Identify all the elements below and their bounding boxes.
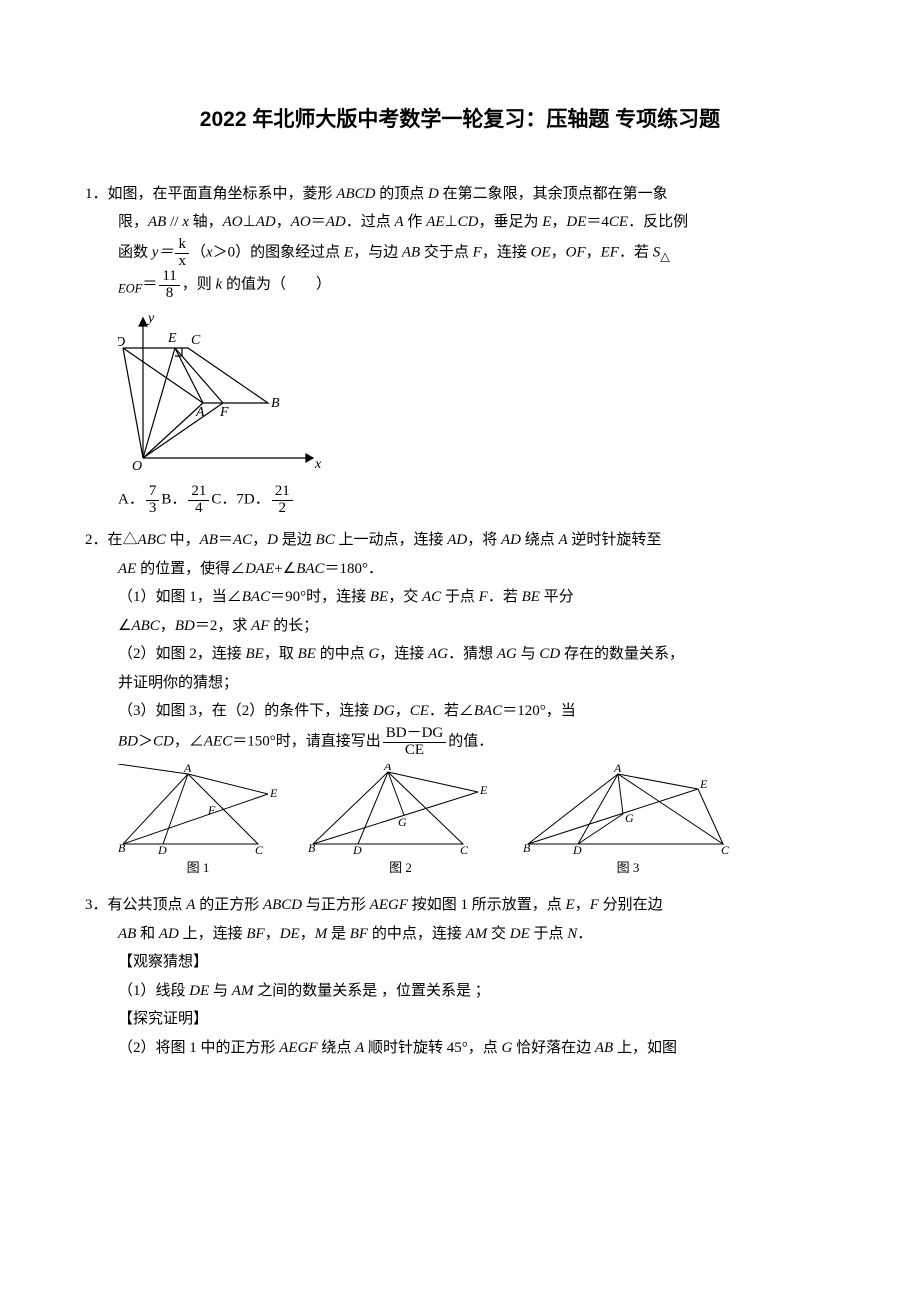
label-a: A <box>195 405 205 420</box>
svg-text:C: C <box>255 843 264 854</box>
p3-sub2: （2）将图 1 中的正方形 AEGF 绕点 A 顺时针旋转 45°，点 G 恰好… <box>85 1034 835 1063</box>
p2-sub1b: ∠ABC，BD＝2，求 AF 的长； <box>85 612 835 641</box>
svg-text:B: B <box>523 841 531 854</box>
p3-h2: 【探究证明】 <box>85 1005 835 1034</box>
svg-text:A: A <box>183 764 192 775</box>
label-c: C <box>191 333 201 348</box>
svg-text:D: D <box>352 843 362 854</box>
svg-text:E: E <box>269 786 278 800</box>
svg-text:A: A <box>613 764 622 775</box>
p1-figure: O D E C A F B x y <box>85 308 835 478</box>
p3-h1: 【观察猜想】 <box>85 948 835 977</box>
p1-choices: A．73B．214C．7D．212 <box>85 484 835 517</box>
p2-cap3: 图 3 <box>523 856 733 881</box>
p2-cap2: 图 2 <box>308 856 493 881</box>
p1-line2: 限，AB // x 轴，AO⊥AD，AO＝AD．过点 A 作 AE⊥CD，垂足为… <box>85 208 835 237</box>
p2-line2: AE 的位置，使得∠DAE+∠BAC＝180°． <box>85 555 835 584</box>
p3-line1: 3．有公共顶点 A 的正方形 ABCD 与正方形 AEGF 按如图 1 所示放置… <box>85 891 835 920</box>
p3-sub1: （1）线段 DE 与 AM 之间的数量关系是 ，位置关系是 ； <box>85 977 835 1006</box>
label-o: O <box>132 459 142 474</box>
svg-text:D: D <box>157 843 167 854</box>
svg-text:C: C <box>460 843 469 854</box>
p2-cap1: 图 1 <box>118 856 278 881</box>
label-x: x <box>314 457 322 472</box>
label-e: E <box>167 331 177 346</box>
problem-1: 1．如图，在平面直角坐标系中，菱形 ABCD 的顶点 D 在第二象限，其余顶点都… <box>85 180 835 517</box>
p3-line2: AB 和 AD 上，连接 BF，DE，M 是 BF 的中点，连接 AM 交 DE… <box>85 920 835 949</box>
p1-line4: EOF＝118，则 k 的值为（ ） <box>85 269 835 302</box>
svg-text:E: E <box>479 783 488 797</box>
p2-sub1: （1）如图 1，当∠BAC＝90°时，连接 BE，交 AC 于点 F．若 BE … <box>85 583 835 612</box>
p2-sub2: （2）如图 2，连接 BE，取 BE 的中点 G，连接 AG．猜想 AG 与 C… <box>85 640 835 669</box>
svg-text:D: D <box>572 843 582 854</box>
svg-text:C: C <box>721 843 730 854</box>
problem-2: 2．在△ABC 中，AB＝AC，D 是边 BC 上一动点，连接 AD，将 AD … <box>85 526 835 881</box>
label-b: B <box>271 396 280 411</box>
page-title: 2022 年北师大版中考数学一轮复习：压轴题 专项练习题 <box>85 100 835 140</box>
label-d: D <box>118 335 125 350</box>
p1-line3: 函数 y＝kx（x＞0）的图象经过点 E，与边 AB 交于点 F，连接 OE，O… <box>85 237 835 270</box>
label-f: F <box>219 405 229 420</box>
svg-text:B: B <box>118 841 126 854</box>
p2-line1: 2．在△ABC 中，AB＝AC，D 是边 BC 上一动点，连接 AD，将 AD … <box>85 526 835 555</box>
svg-text:G: G <box>625 811 634 825</box>
svg-text:F: F <box>207 803 216 817</box>
svg-text:A: A <box>383 764 392 773</box>
svg-text:E: E <box>699 777 708 791</box>
p2-figures: A E B D C F 图 1 A E B D <box>85 764 835 881</box>
svg-text:B: B <box>308 841 316 854</box>
p2-sub3: （3）如图 3，在（2）的条件下，连接 DG，CE．若∠BAC＝120°，当 <box>85 697 835 726</box>
svg-text:G: G <box>398 815 407 829</box>
p2-sub3b: BD＞CD，∠AEC＝150°时，请直接写出BD－DGCE的值． <box>85 726 835 759</box>
problem-3: 3．有公共顶点 A 的正方形 ABCD 与正方形 AEGF 按如图 1 所示放置… <box>85 891 835 1062</box>
p1-line1: 1．如图，在平面直角坐标系中，菱形 ABCD 的顶点 D 在第二象限，其余顶点都… <box>85 180 835 209</box>
label-y: y <box>146 311 155 326</box>
p2-sub2b: 并证明你的猜想； <box>85 669 835 698</box>
